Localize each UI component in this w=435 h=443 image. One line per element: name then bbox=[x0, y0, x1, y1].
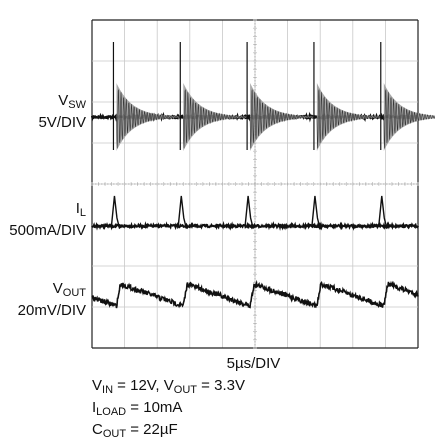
il-name-sub: L bbox=[79, 207, 86, 219]
vsw-ring-4 bbox=[383, 89, 435, 149]
vsw-ring-3 bbox=[316, 89, 381, 149]
il-label: IL 500mA/DIV bbox=[0, 200, 86, 239]
il-pulse-1 bbox=[177, 195, 190, 230]
series-vout bbox=[91, 279, 419, 309]
vsw-ring-2 bbox=[249, 89, 314, 149]
traces bbox=[90, 42, 435, 309]
vsw-ring-envelope-3 bbox=[316, 83, 381, 151]
il-scale: 500mA/DIV bbox=[9, 222, 86, 239]
vout-scale: 20mV/DIV bbox=[17, 302, 86, 319]
conditions-line-3: COUT = 22µF bbox=[92, 421, 178, 440]
vsw-scale: 5V/DIV bbox=[38, 114, 86, 131]
vsw-ring-envelope-2 bbox=[250, 83, 314, 151]
vsw-name-main: V bbox=[58, 92, 69, 109]
vsw-ring-0 bbox=[116, 89, 181, 149]
vsw-ring-1 bbox=[183, 89, 248, 149]
series-vsw bbox=[90, 42, 435, 151]
vout-label: VOUT 20mV/DIV bbox=[0, 280, 86, 319]
vsw-ring-envelope-4 bbox=[383, 83, 435, 151]
il-pulse-3 bbox=[311, 195, 324, 230]
vsw-ring-envelope-0 bbox=[116, 83, 181, 151]
vsw-label: VSW 5V/DIV bbox=[0, 92, 86, 131]
il-pulse-4 bbox=[378, 195, 391, 230]
vout-ripple bbox=[91, 279, 419, 309]
conditions-line-1: VIN = 12V, VOUT = 3.3V bbox=[92, 377, 245, 396]
series-il bbox=[91, 195, 419, 232]
test-conditions: VIN = 12V, VOUT = 3.3V ILOAD = 10mA COUT… bbox=[92, 377, 245, 443]
il-pulse-0 bbox=[110, 195, 123, 230]
vout-name-main: V bbox=[52, 280, 63, 297]
vsw-ring-envelope-1 bbox=[183, 83, 247, 151]
vsw-name-sub: SW bbox=[68, 99, 86, 111]
timebase-label: 5µs/DIV bbox=[226, 355, 281, 372]
il-name-main: I bbox=[75, 200, 80, 217]
il-pulse-2 bbox=[244, 195, 257, 230]
conditions-line-2: ILOAD = 10mA bbox=[92, 399, 183, 418]
vout-name-sub: OUT bbox=[62, 287, 86, 299]
